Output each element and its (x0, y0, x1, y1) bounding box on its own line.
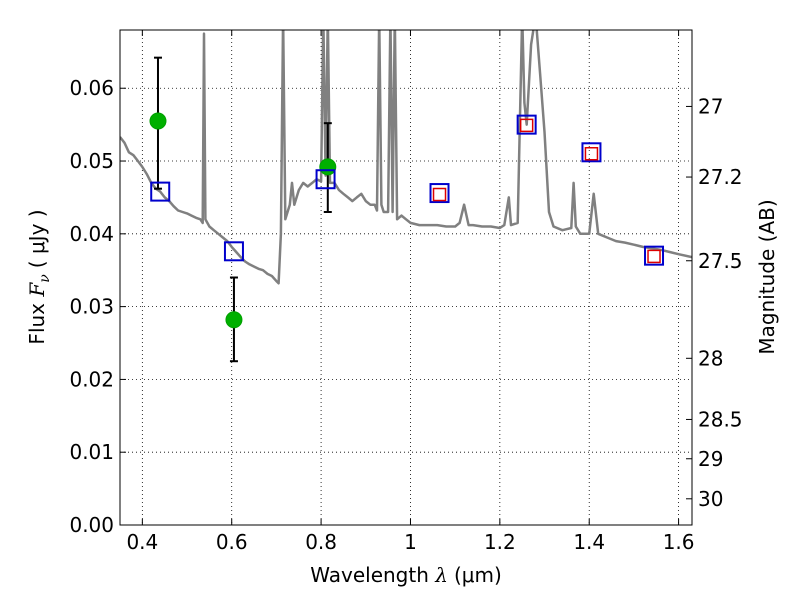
y-tick-label: 0.04 (69, 222, 114, 246)
y2-tick-label: 30 (698, 487, 723, 511)
x-axis-label: Wavelength λ (μm) (310, 563, 502, 587)
predicted-photometry-marker (432, 187, 447, 202)
y-axis-label-unit: ( μJy ) (25, 209, 49, 268)
model-photometry-marker (644, 245, 665, 266)
y-axis: 0.00 0.01 0.02 0.03 0.04 0.05 0.06 (69, 76, 126, 537)
predicted-photometry-marker (519, 118, 534, 133)
observed-flux-point (225, 311, 243, 329)
x-axis-label-prefix: Wavelength (310, 563, 435, 587)
y2-tick-label: 27.5 (698, 249, 743, 273)
x-axis-label-symbol: λ (434, 563, 448, 587)
y-tick-label: 0.01 (69, 440, 114, 464)
model-photometry-marker (429, 183, 450, 204)
x-tick-label: 0.4 (126, 530, 158, 554)
x-axis: 0.4 0.6 0.8 1 1.2 1.4 1.6 (126, 30, 695, 554)
predicted-photometry-marker (584, 147, 599, 161)
y2-tick-label: 27.2 (698, 165, 743, 189)
y2-tick-label: 28 (698, 346, 723, 370)
y2-tick-label: 29 (698, 447, 723, 471)
y-axis-label-symbol: F (25, 282, 49, 298)
plot-area (120, 30, 692, 363)
x-tick-label: 1.2 (484, 530, 516, 554)
observed-flux-point (149, 112, 167, 130)
predicted-photometry-marker (647, 249, 661, 264)
model-spectrum-line (120, 30, 692, 285)
model-photometry-marker (516, 114, 537, 135)
model-photometry-marker (581, 142, 602, 163)
secondary-y-axis: 27 27.2 27.5 28 28.5 29 30 (686, 94, 743, 511)
observed-flux-point (319, 158, 337, 176)
x-tick-label: 0.6 (216, 530, 248, 554)
y-tick-label: 0.05 (69, 149, 114, 173)
model-photometry-marker (315, 169, 336, 190)
y2-tick-label: 27 (698, 94, 723, 118)
y-tick-label: 0.00 (69, 513, 114, 537)
model-photometry-marker (150, 181, 171, 202)
plot-background (120, 30, 692, 525)
x-tick-label: 1.4 (573, 530, 605, 554)
y2-tick-label: 28.5 (698, 407, 743, 431)
y2-axis-label: Magnitude (AB) (755, 199, 779, 354)
y-axis-label-subscript: ν (37, 274, 53, 283)
y-axis-label: Flux Fν ( μJy ) (25, 209, 53, 344)
y-tick-label: 0.03 (69, 295, 114, 319)
x-axis-label-unit: (μm) (454, 563, 502, 587)
x-tick-label: 1 (404, 530, 417, 554)
model-photometry-marker (223, 241, 244, 262)
y-tick-label: 0.06 (69, 76, 114, 100)
plot-frame (119, 29, 693, 526)
x-tick-label: 1.6 (663, 530, 695, 554)
y-axis-label-prefix: Flux (25, 297, 49, 345)
y-tick-label: 0.02 (69, 367, 114, 391)
x-tick-label: 0.8 (305, 530, 337, 554)
